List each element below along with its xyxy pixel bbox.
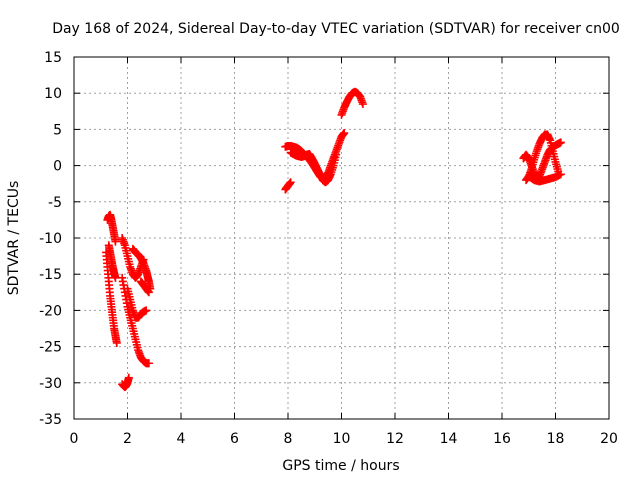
y-tick-label: 5	[53, 122, 62, 138]
y-tick-label: -5	[48, 195, 62, 211]
x-tick-label: 10	[333, 431, 351, 447]
y-tick-label: -15	[39, 267, 62, 283]
y-tick-label: -35	[39, 412, 62, 428]
data-point-arc-1a	[111, 237, 120, 246]
x-axis-label: GPS time / hours	[282, 458, 399, 474]
data-point-arc-2e	[144, 288, 153, 297]
data-point-arc-4a	[556, 138, 565, 147]
y-tick-label: -10	[39, 231, 62, 247]
x-tick-label: 0	[70, 431, 79, 447]
x-tick-label: 8	[284, 431, 293, 447]
y-tick-label: -20	[39, 303, 62, 319]
y-tick-label: 0	[53, 159, 62, 175]
data-point-arc-1d	[124, 373, 133, 382]
grid	[74, 57, 609, 419]
data-point-arc-2b	[144, 359, 153, 368]
x-tick-label: 20	[600, 431, 618, 447]
x-tick-label: 12	[386, 431, 404, 447]
data-point-arc-3a	[286, 178, 295, 187]
y-tick-label: 10	[44, 86, 62, 102]
data-point-arc-3b	[340, 129, 349, 138]
axis-ticks	[73, 56, 610, 420]
y-tick-labels: -35 -30 -25 -20 -15 -10 -5 0 5 10 15	[39, 50, 62, 428]
data-point-arc-3c	[332, 150, 341, 159]
y-axis-label: SDTVAR / TECUs	[6, 181, 22, 296]
data-point-arc-2c	[142, 306, 151, 315]
data-points	[102, 87, 565, 392]
x-tick-label: 4	[177, 431, 186, 447]
x-tick-label: 2	[123, 431, 132, 447]
x-tick-label: 14	[440, 431, 458, 447]
x-tick-label: 18	[547, 431, 565, 447]
y-tick-label: -30	[39, 376, 62, 392]
x-tick-labels: 0 2 4 6 8 10 12 14 16 18 20	[70, 431, 618, 447]
data-point-arc-1b	[112, 338, 121, 347]
data-point-arc-4c	[556, 170, 565, 179]
data-point-arc-3d	[358, 100, 367, 109]
y-tick-label: -25	[39, 340, 62, 356]
x-tick-label: 16	[493, 431, 511, 447]
chart-title: Day 168 of 2024, Sidereal Day-to-day VTE…	[52, 21, 620, 37]
y-tick-label: 15	[44, 50, 62, 66]
x-tick-label: 6	[230, 431, 239, 447]
data-point-arc-1c	[111, 273, 120, 282]
